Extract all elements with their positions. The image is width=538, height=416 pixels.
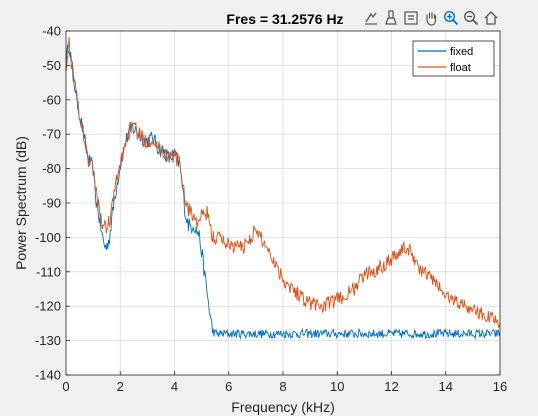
y-tick-label: -130 <box>35 333 61 348</box>
series-group <box>65 36 501 340</box>
x-tick-label: 4 <box>171 379 178 394</box>
x-tick-label: 12 <box>384 379 398 394</box>
y-tick-label: -50 <box>42 58 61 73</box>
pan-icon[interactable] <box>421 8 440 27</box>
y-tick-label: -70 <box>42 127 61 142</box>
y-tick-label: -100 <box>35 230 61 245</box>
legend-label-float: float <box>450 62 471 74</box>
legend-box <box>412 40 495 77</box>
x-tick-label: 2 <box>117 379 124 394</box>
x-tick-label: 0 <box>62 379 69 394</box>
y-tick-label: -120 <box>35 299 61 314</box>
y-tick-label: -110 <box>36 264 61 279</box>
x-tick-label: 14 <box>439 379 453 394</box>
x-tick-labels: 0 2 4 6 8 10 12 14 16 <box>62 379 507 394</box>
ticks <box>65 30 501 376</box>
y-tick-label: -80 <box>42 161 61 176</box>
y-tick-label: -90 <box>42 196 61 211</box>
series-line-float <box>65 36 501 329</box>
datatip-icon[interactable] <box>401 8 420 27</box>
y-tick-label: -40 <box>42 24 61 39</box>
axes-toolbar <box>361 8 500 28</box>
x-tick-label: 10 <box>330 379 344 394</box>
y-axis-label: Power Spectrum (dB) <box>13 136 29 270</box>
y-tick-label: -60 <box>42 92 61 107</box>
x-tick-label: 16 <box>493 379 507 394</box>
y-tick-label: -140 <box>35 368 61 383</box>
export-icon[interactable] <box>361 8 380 27</box>
chart-title: Fres = 31.2576 Hz <box>226 11 343 27</box>
legend-label-fixed: fixed <box>450 46 473 58</box>
brush-icon[interactable] <box>381 8 400 27</box>
x-tick-label: 6 <box>225 379 232 394</box>
x-tick-label: 8 <box>279 379 286 394</box>
zoom-out-icon[interactable] <box>461 8 480 27</box>
zoom-in-icon[interactable] <box>441 8 460 27</box>
x-axis-label: Frequency (kHz) <box>231 399 334 415</box>
y-tick-labels: -40 -50 -60 -70 -80 -90 -100 -110 -120 -130 -140 <box>35 24 61 383</box>
home-icon[interactable] <box>481 8 500 27</box>
legend[interactable]: fixed float <box>412 40 495 77</box>
